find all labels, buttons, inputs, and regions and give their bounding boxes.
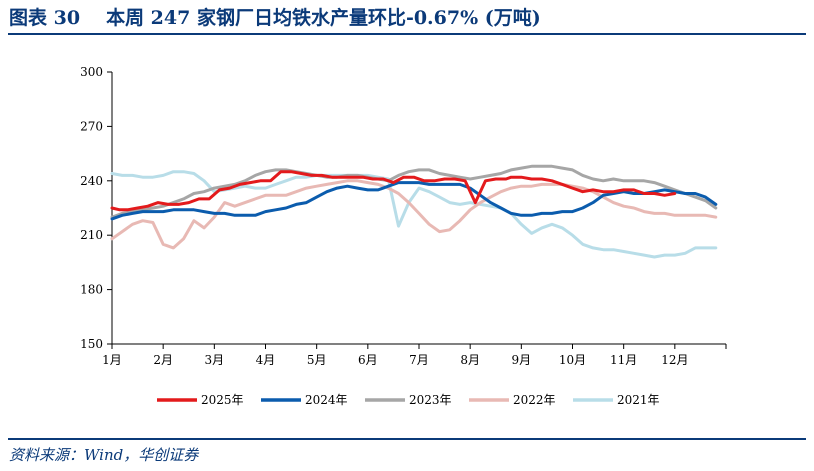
y-tick-label: 270 <box>80 119 103 133</box>
series-line-2021年 <box>110 170 718 259</box>
x-tick-label: 6月 <box>358 353 378 367</box>
x-tick-label: 1月 <box>102 353 122 367</box>
axes: 150 180 210 240 270 300 1月 2月 3月 4月 5月 6月 7月 8月 9月 10月 1… <box>80 65 727 367</box>
series-layer <box>110 164 718 259</box>
x-tick-label: 9月 <box>512 353 532 367</box>
y-tick-label: 150 <box>80 337 103 351</box>
x-tick-label: 10月 <box>559 353 586 367</box>
legend-label: 2024年 <box>305 393 348 407</box>
y-tick-label: 180 <box>80 283 103 297</box>
series-line-2025年 <box>110 170 677 212</box>
y-tick-label: 210 <box>80 228 103 242</box>
x-tick-label: 4月 <box>256 353 276 367</box>
figure-title-text: 本周 247 家钢厂日均铁水产量环比-0.67% (万吨) <box>106 7 541 29</box>
y-tick-label: 300 <box>80 65 103 79</box>
legend-label: 2025年 <box>201 393 244 407</box>
figure-number: 图表 30 <box>9 7 81 29</box>
series-line-2023年 <box>110 164 718 219</box>
legend-label: 2021年 <box>617 393 660 407</box>
x-tick-label: 12月 <box>661 353 688 367</box>
figure-title: 图表 30 本周 247 家钢厂日均铁水产量环比-0.67% (万吨) <box>9 4 805 32</box>
source-note: 资料来源：Wind，华创证券 <box>9 446 199 464</box>
x-tick-label: 7月 <box>409 353 429 367</box>
x-tick-label: 11月 <box>610 353 637 367</box>
x-tick-label: 3月 <box>205 353 225 367</box>
legend: 2025年 2024年 2023年 2022年 2021年 <box>157 393 660 407</box>
y-tick-label: 240 <box>80 174 103 188</box>
legend-label: 2022年 <box>513 393 556 407</box>
top-rule <box>8 33 806 35</box>
series-line-2022年 <box>110 179 718 250</box>
series-line-2024年 <box>110 181 718 221</box>
line-chart: 150 180 210 240 270 300 1月 2月 3月 4月 5月 6月 7月 8月 9月 10月 1… <box>80 65 727 407</box>
bottom-rule <box>8 438 806 440</box>
x-tick-label: 5月 <box>307 353 327 367</box>
legend-label: 2023年 <box>409 393 452 407</box>
x-tick-label: 2月 <box>153 353 173 367</box>
x-tick-label: 8月 <box>460 353 480 367</box>
